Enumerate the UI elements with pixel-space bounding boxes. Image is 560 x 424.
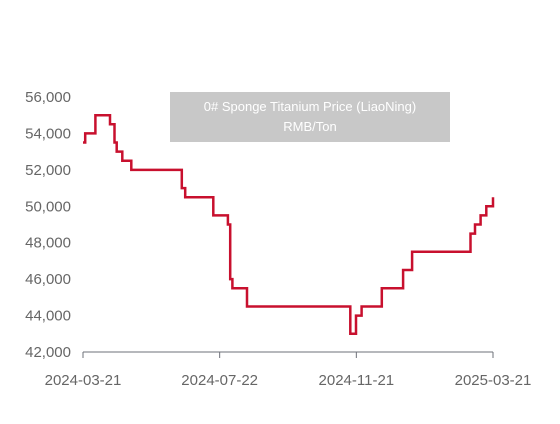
y-tick-label: 48,000 [25, 235, 71, 252]
y-tick-label: 54,000 [25, 125, 71, 142]
y-tick-label: 50,000 [25, 198, 71, 215]
x-tick-label: 2024-11-21 [319, 372, 395, 389]
y-tick-label: 44,000 [25, 308, 71, 325]
y-axis-ticks: 42,000 44,000 46,000 48,000 50,000 52,000 54,0… [25, 89, 71, 361]
x-tick-label: 2024-03-21 [45, 372, 122, 389]
x-tick-label: 2025-03-21 [455, 372, 532, 389]
price-series-line [83, 113, 495, 336]
x-tick-label: 2024-07-22 [181, 372, 258, 389]
chart-subtitle: RMB/Ton [283, 119, 336, 134]
x-axis-ticks: 2024-03-21 2024-07-22 2024-11-21 2025-03-21 [45, 352, 532, 389]
legend-background [170, 92, 450, 142]
y-tick-label: 42,000 [25, 344, 71, 361]
y-tick-label: 56,000 [25, 89, 71, 106]
y-tick-label: 46,000 [25, 271, 71, 288]
chart-title: 0# Sponge Titanium Price (LiaoNing) [204, 99, 416, 114]
series-layer [83, 113, 495, 336]
y-tick-label: 52,000 [25, 162, 71, 179]
legend-box[interactable]: 0# Sponge Titanium Price (LiaoNing) RMB/… [170, 92, 450, 142]
